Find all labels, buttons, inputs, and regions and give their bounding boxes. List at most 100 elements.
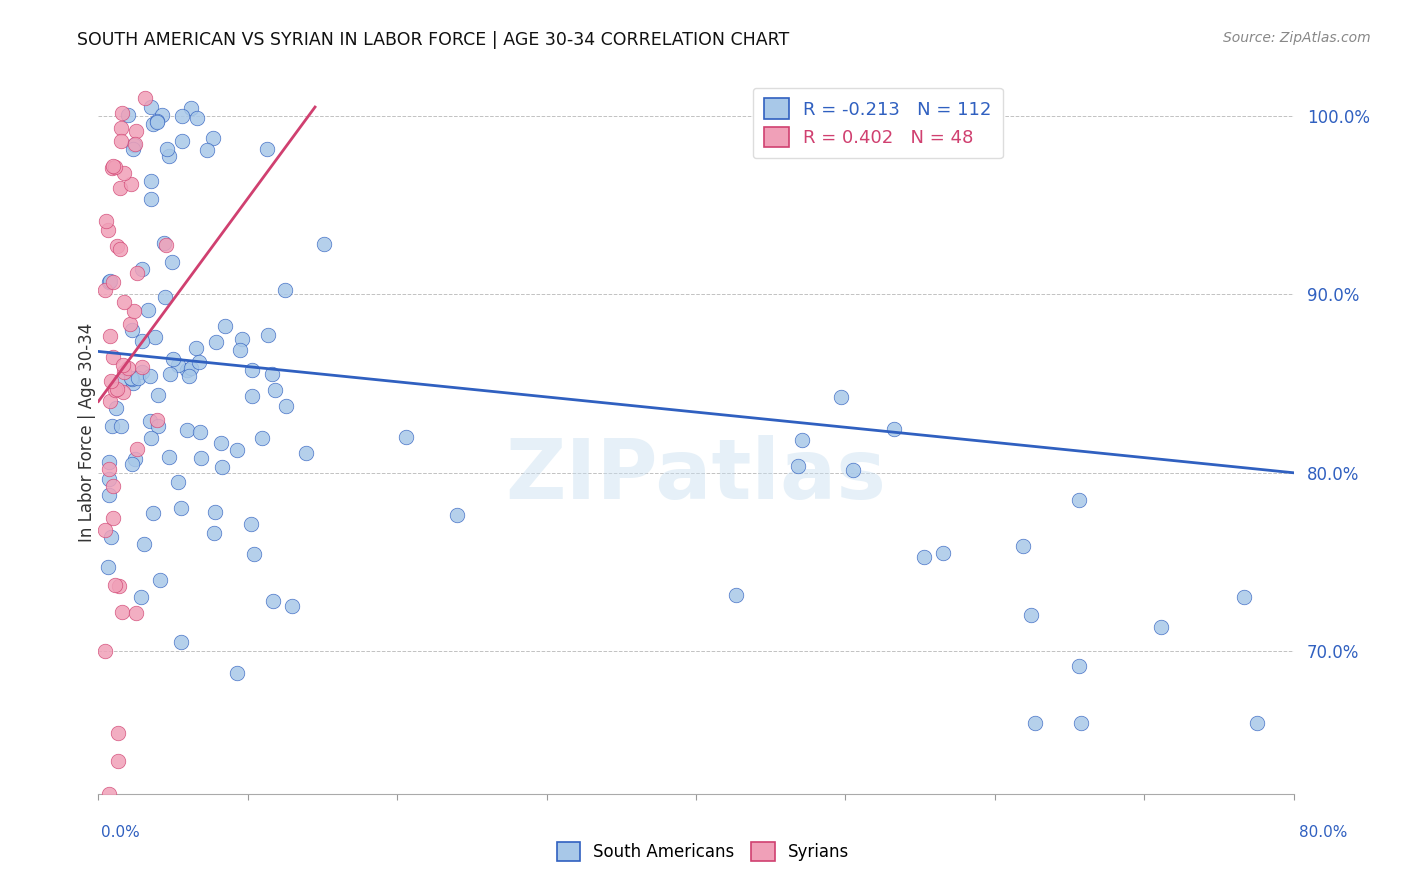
Point	[446, 508, 468, 523]
Point	[226, 443, 249, 458]
Point	[112, 295, 135, 310]
Point	[112, 358, 135, 372]
Point	[166, 358, 188, 372]
Point	[110, 134, 132, 148]
Point	[786, 458, 808, 473]
Point	[243, 547, 266, 561]
Point	[294, 445, 316, 459]
Point	[94, 644, 117, 658]
Point	[101, 275, 124, 289]
Point	[96, 213, 118, 227]
Point	[98, 274, 121, 288]
Point	[110, 605, 132, 619]
Point	[186, 111, 208, 125]
Text: Source: ZipAtlas.com: Source: ZipAtlas.com	[1223, 31, 1371, 45]
Point	[281, 599, 304, 613]
Point	[121, 371, 143, 385]
Point	[121, 458, 143, 472]
Point	[195, 143, 218, 157]
Point	[256, 142, 278, 156]
Point	[202, 526, 225, 541]
Point	[112, 365, 135, 379]
Point	[100, 418, 122, 433]
Point	[184, 341, 207, 355]
Point	[1150, 620, 1173, 634]
Point	[146, 413, 169, 427]
Point	[188, 355, 211, 369]
Point	[240, 388, 263, 402]
Point	[162, 352, 184, 367]
Text: 0.0%: 0.0%	[101, 825, 141, 840]
Point	[97, 559, 120, 574]
Point	[141, 431, 163, 445]
Point	[110, 120, 132, 135]
Point	[1233, 590, 1256, 604]
Point	[98, 329, 121, 343]
Point	[94, 283, 117, 297]
Y-axis label: In Labor Force | Age 30-34: In Labor Force | Age 30-34	[79, 323, 96, 542]
Point	[883, 422, 905, 436]
Point	[790, 433, 813, 447]
Point	[180, 101, 202, 115]
Point	[124, 137, 146, 152]
Point	[127, 370, 149, 384]
Point	[121, 372, 143, 386]
Point	[159, 450, 181, 465]
Point	[125, 266, 148, 280]
Point	[395, 430, 418, 444]
Point	[108, 579, 131, 593]
Point	[98, 394, 121, 409]
Point	[98, 455, 121, 469]
Point	[131, 262, 153, 277]
Point	[120, 178, 142, 192]
Point	[138, 414, 160, 428]
Point	[131, 590, 153, 604]
Text: ZIPatlas: ZIPatlas	[506, 435, 886, 516]
Point	[153, 290, 176, 304]
Point	[100, 374, 122, 388]
Point	[176, 424, 198, 438]
Point	[274, 283, 297, 297]
Point	[188, 425, 211, 439]
Point	[225, 665, 247, 680]
Point	[260, 367, 283, 381]
Point	[172, 110, 194, 124]
Point	[139, 100, 162, 114]
Point	[1246, 715, 1268, 730]
Point	[121, 323, 143, 337]
Point	[169, 500, 191, 515]
Point	[94, 523, 117, 537]
Point	[122, 303, 145, 318]
Point	[103, 383, 125, 397]
Point	[156, 142, 179, 156]
Point	[153, 236, 176, 251]
Point	[146, 388, 169, 402]
Point	[264, 383, 287, 397]
Point	[167, 475, 190, 489]
Point	[98, 462, 121, 476]
Point	[97, 223, 120, 237]
Point	[176, 363, 198, 377]
Point	[101, 161, 124, 176]
Point	[97, 275, 120, 289]
Point	[169, 635, 191, 649]
Point	[157, 148, 180, 162]
Point	[124, 124, 146, 138]
Point	[257, 328, 280, 343]
Point	[240, 516, 263, 531]
Point	[159, 368, 181, 382]
Point	[111, 385, 134, 400]
Point	[108, 374, 131, 388]
Point	[204, 505, 226, 519]
Point	[229, 343, 252, 357]
Point	[103, 578, 125, 592]
Point	[105, 382, 128, 396]
Point	[107, 726, 129, 740]
Point	[179, 369, 201, 384]
Point	[104, 401, 127, 415]
Point	[142, 507, 165, 521]
Point	[1067, 658, 1090, 673]
Point	[145, 115, 167, 129]
Point	[262, 594, 284, 608]
Legend: R = -0.213   N = 112, R = 0.402   N = 48: R = -0.213 N = 112, R = 0.402 N = 48	[752, 87, 1002, 158]
